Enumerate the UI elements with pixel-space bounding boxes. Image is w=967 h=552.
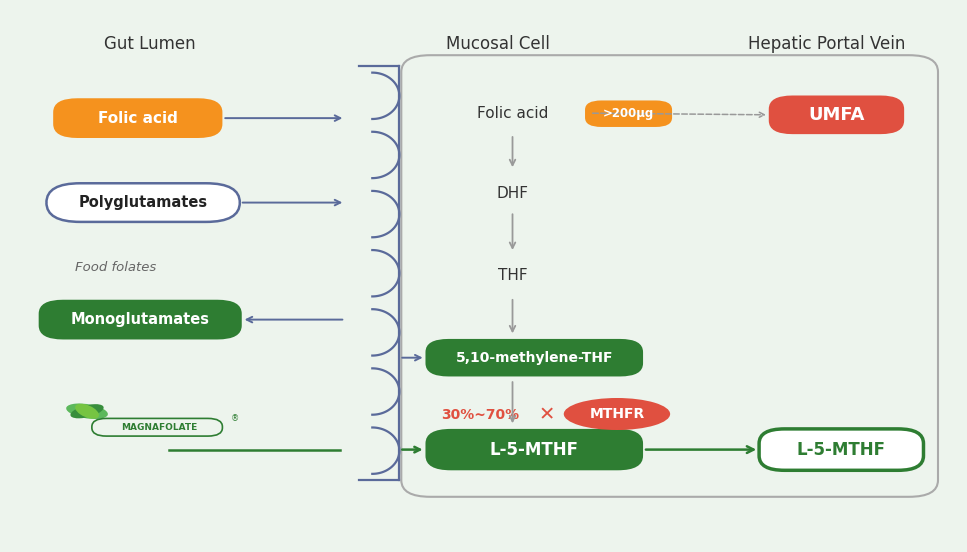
FancyBboxPatch shape (425, 429, 643, 470)
Text: Hepatic Portal Vein: Hepatic Portal Vein (748, 35, 905, 53)
Text: >200μg: >200μg (603, 107, 654, 120)
Text: 5,10-methylene-THF: 5,10-methylene-THF (455, 351, 613, 365)
Text: ®: ® (231, 414, 239, 423)
FancyBboxPatch shape (46, 183, 240, 222)
Text: 30%~70%: 30%~70% (442, 408, 519, 422)
Text: Folic acid: Folic acid (477, 105, 548, 121)
Text: Food folates: Food folates (75, 261, 157, 274)
Text: THF: THF (498, 268, 527, 284)
Ellipse shape (75, 404, 99, 419)
Text: MTHFR: MTHFR (589, 407, 645, 421)
Ellipse shape (71, 404, 103, 418)
Text: L-5-MTHF: L-5-MTHF (489, 440, 579, 459)
Ellipse shape (66, 404, 108, 419)
Text: Monoglutamates: Monoglutamates (71, 312, 210, 327)
FancyBboxPatch shape (759, 429, 923, 470)
Text: MAGNAFOLATE: MAGNAFOLATE (122, 423, 197, 432)
Text: ✕: ✕ (539, 406, 554, 424)
Text: Gut Lumen: Gut Lumen (104, 35, 195, 53)
Text: DHF: DHF (496, 185, 529, 201)
FancyBboxPatch shape (585, 100, 672, 127)
Text: Polyglutamates: Polyglutamates (78, 195, 208, 210)
FancyBboxPatch shape (769, 95, 904, 134)
Text: UMFA: UMFA (808, 106, 864, 124)
FancyBboxPatch shape (39, 300, 242, 339)
Ellipse shape (564, 398, 670, 430)
FancyBboxPatch shape (425, 339, 643, 376)
Text: Mucosal Cell: Mucosal Cell (446, 35, 550, 53)
Text: L-5-MTHF: L-5-MTHF (797, 440, 886, 459)
FancyBboxPatch shape (53, 98, 222, 138)
Text: Folic acid: Folic acid (98, 110, 178, 126)
